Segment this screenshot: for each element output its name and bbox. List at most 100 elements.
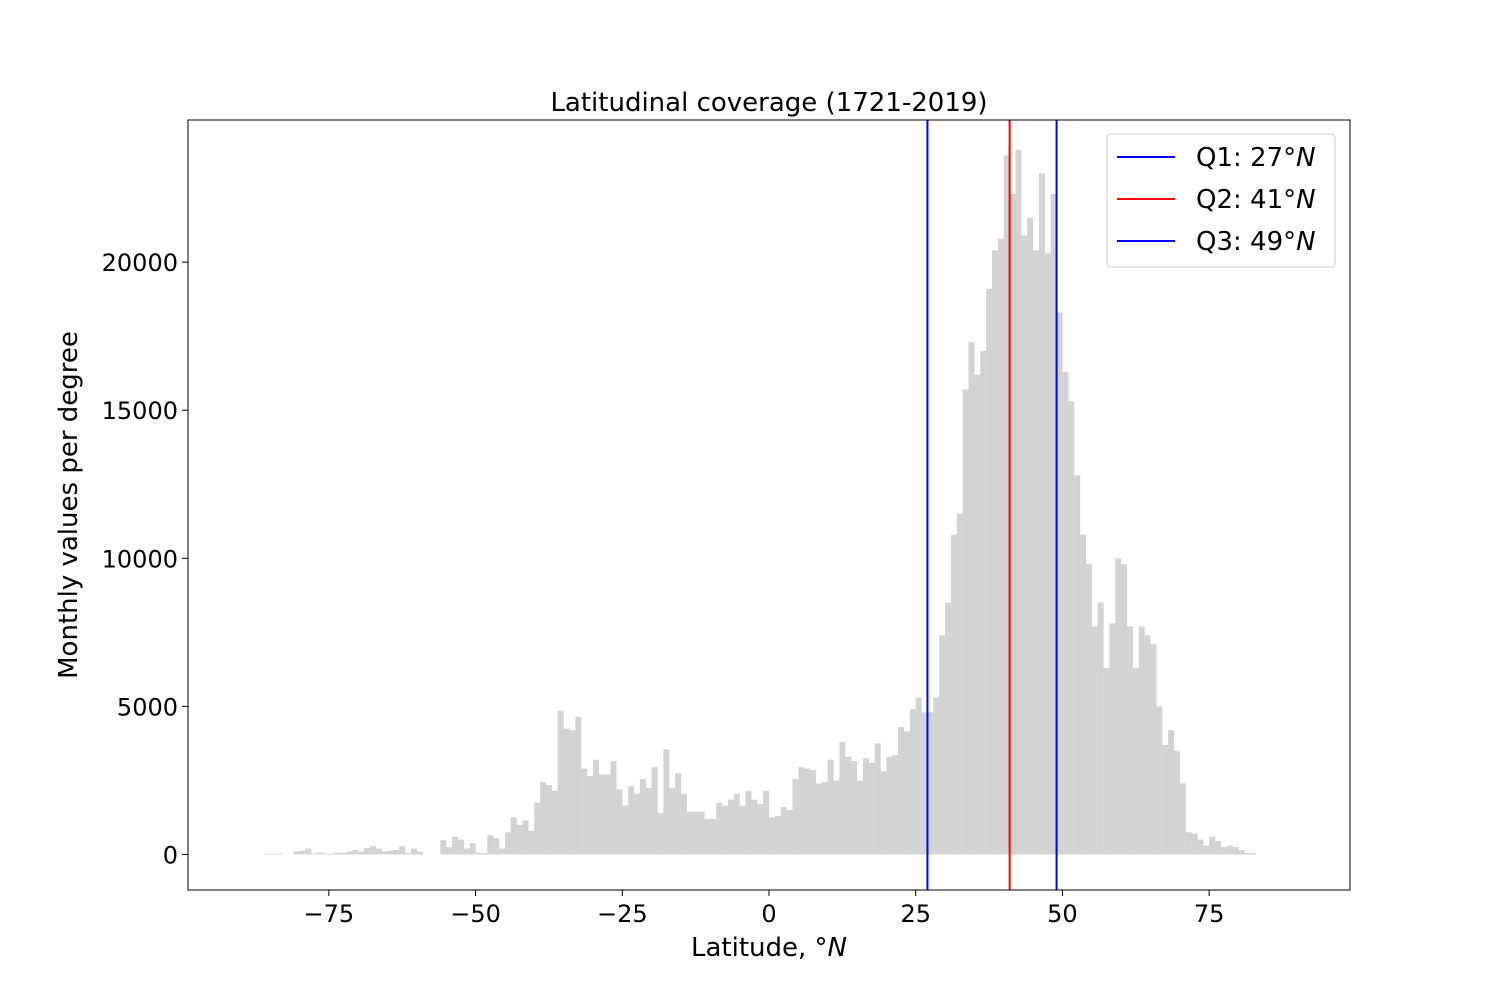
legend-label-q3: Q3: 49°N xyxy=(1196,227,1316,257)
histogram-bar xyxy=(1203,845,1210,855)
histogram-bar xyxy=(575,716,582,855)
histogram-bar xyxy=(616,789,623,855)
histogram-bar xyxy=(581,768,588,855)
x-tick-label: −50 xyxy=(450,900,501,928)
histogram-bar xyxy=(1197,839,1204,855)
histogram-bar xyxy=(686,811,693,855)
histogram-bar xyxy=(857,780,864,855)
histogram-bar xyxy=(733,793,740,855)
y-tick-label: 0 xyxy=(163,841,178,869)
histogram-bar xyxy=(393,850,400,855)
histogram-bar xyxy=(639,778,646,855)
histogram-bar xyxy=(528,830,535,855)
histogram-bar xyxy=(452,836,459,855)
histogram-bar xyxy=(352,850,359,855)
histogram-bar xyxy=(610,761,617,855)
histogram-bar xyxy=(1097,602,1104,855)
histogram-bar xyxy=(1168,730,1175,855)
histogram-bar xyxy=(381,851,388,855)
histogram-bar xyxy=(903,731,910,855)
histogram-bar xyxy=(757,804,764,855)
histogram-bar xyxy=(921,712,928,855)
histogram-bar xyxy=(1109,623,1116,855)
histogram-bar xyxy=(1121,564,1128,855)
histogram-bar xyxy=(669,787,676,855)
histogram-bar xyxy=(1226,845,1233,855)
histogram-bar xyxy=(1138,626,1145,855)
histogram-bar xyxy=(592,759,599,855)
histogram-bar xyxy=(692,811,699,855)
histogram-bar xyxy=(540,781,547,855)
histogram-bar xyxy=(622,805,629,855)
histogram-bar xyxy=(874,743,881,855)
histogram-bar xyxy=(927,712,934,855)
histogram-bar xyxy=(1003,155,1010,855)
histogram-bar xyxy=(305,848,312,855)
histogram-bar xyxy=(1220,847,1227,855)
histogram-bar xyxy=(945,602,952,855)
x-axis-ticks: −75 −50 −25 0 25 50 75 xyxy=(304,890,1224,928)
x-axis-label-unit: N xyxy=(828,933,847,963)
histogram-bar xyxy=(968,342,975,855)
histogram-bar xyxy=(1062,371,1069,855)
histogram-bar xyxy=(1232,847,1239,855)
histogram-bar xyxy=(751,799,758,855)
histogram-bar xyxy=(698,811,705,855)
histogram-bar xyxy=(628,786,635,855)
histogram-bar xyxy=(387,850,394,855)
histogram-bar xyxy=(821,781,828,855)
histogram-bar xyxy=(522,820,529,855)
histogram-bar xyxy=(1074,475,1081,855)
histogram-bar xyxy=(763,790,770,855)
histogram-bar xyxy=(375,848,382,855)
histogram-bar xyxy=(880,771,887,855)
histogram-bar xyxy=(1179,783,1186,855)
histogram-bar xyxy=(986,288,993,855)
histogram-bar xyxy=(598,774,605,855)
x-tick-label: 50 xyxy=(1047,900,1078,928)
histogram-bar xyxy=(457,839,464,855)
histogram-bar xyxy=(399,846,406,855)
y-axis-label: Monthly values per degree xyxy=(54,331,84,679)
histogram-bar xyxy=(939,635,946,855)
histogram-bar xyxy=(645,787,652,855)
legend: Q1: 27°N Q2: 41°N Q3: 49°N xyxy=(1106,133,1336,268)
histogram-bar xyxy=(1115,558,1122,855)
histogram-bar xyxy=(534,802,541,855)
histogram-bar xyxy=(551,790,558,855)
histogram-bar xyxy=(1044,253,1051,855)
histogram-bar xyxy=(1033,250,1040,855)
histogram-bar xyxy=(774,815,781,855)
histogram-bar xyxy=(769,817,776,855)
histogram-bar xyxy=(786,810,793,855)
histogram-bar xyxy=(634,793,641,855)
histogram-bar xyxy=(845,756,852,855)
histogram-bar xyxy=(364,847,371,855)
histogram-bar xyxy=(346,851,353,855)
histogram-bar xyxy=(745,790,752,855)
histogram-bar xyxy=(334,852,341,855)
x-tick-label: −25 xyxy=(597,900,648,928)
histogram-bar xyxy=(604,774,611,855)
histogram-bar xyxy=(475,852,482,855)
histogram-bar xyxy=(557,710,564,855)
histogram-bar xyxy=(827,759,834,855)
histogram-bar xyxy=(997,238,1004,855)
histogram-bar xyxy=(446,847,453,855)
histogram-bar xyxy=(1126,626,1134,855)
y-tick-label: 5000 xyxy=(117,693,178,721)
histogram-bar xyxy=(1103,667,1110,855)
histogram-bar xyxy=(340,852,347,855)
histogram-bar xyxy=(411,848,418,855)
quartile-lines-layer xyxy=(926,120,1058,890)
histogram-bar xyxy=(810,770,817,855)
histogram-bar xyxy=(851,761,858,855)
x-axis-label: Latitude, °N xyxy=(691,933,847,963)
bars-layer xyxy=(264,149,1257,855)
histogram-bar xyxy=(317,852,324,855)
histogram-bar xyxy=(815,783,822,855)
histogram-bar xyxy=(1244,852,1251,855)
histogram-bar xyxy=(950,534,957,855)
